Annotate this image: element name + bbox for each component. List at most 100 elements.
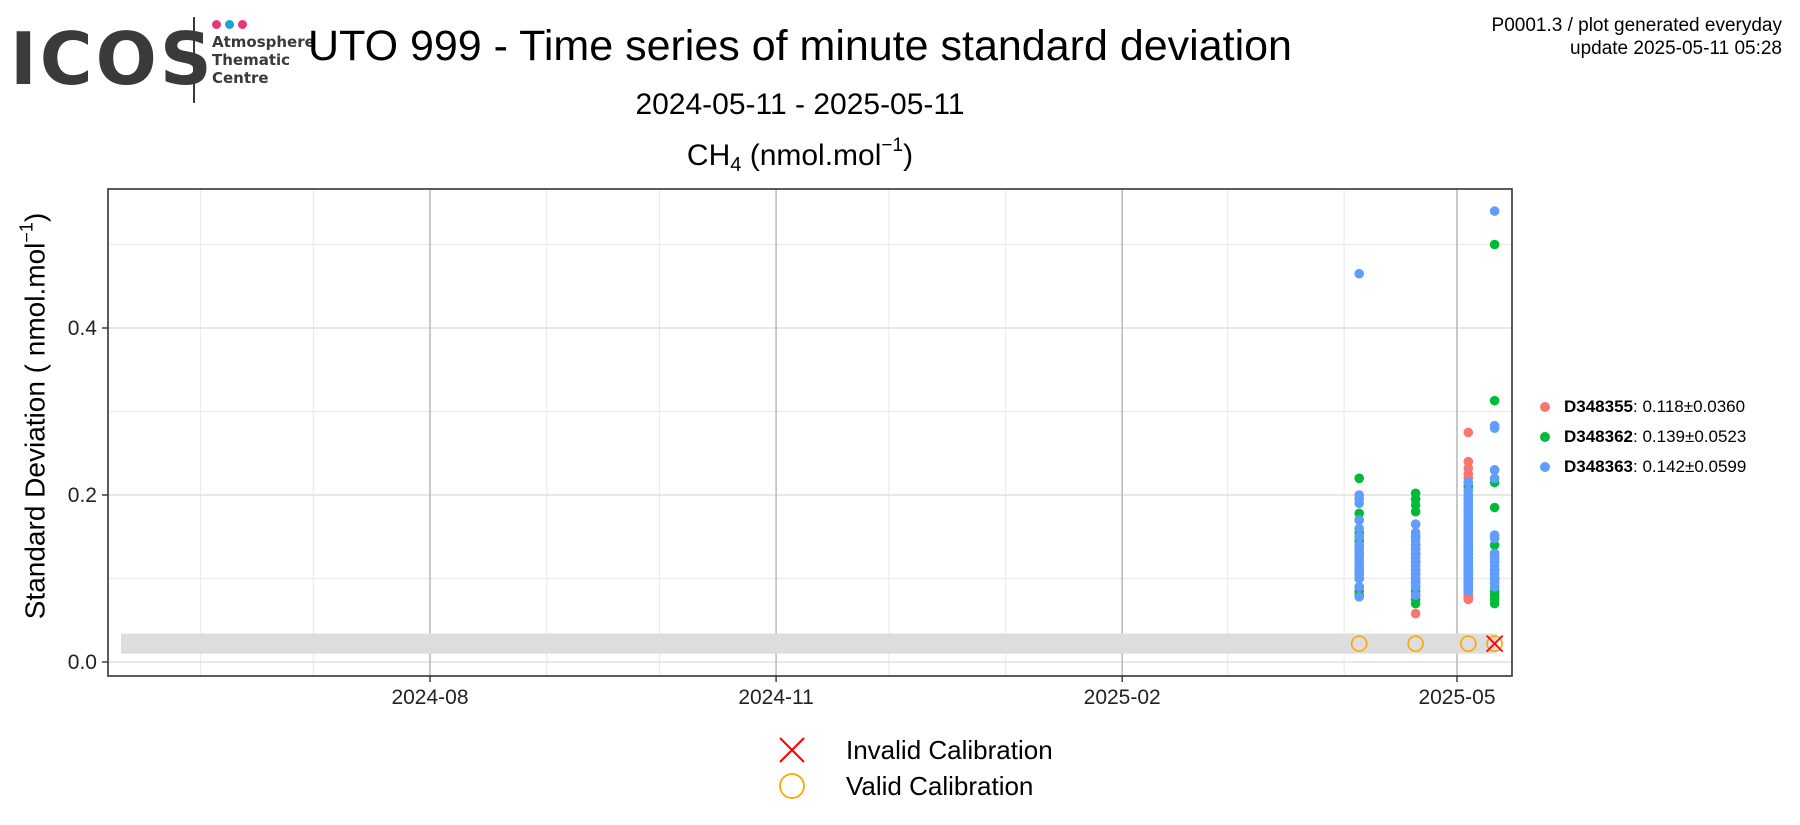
legend-series-stat: : 0.139±0.0523 <box>1633 427 1747 446</box>
legend-series-name: D348362 <box>1564 427 1634 446</box>
series-legend: D348355: 0.118±0.0360 D348362: 0.139±0.0… <box>1540 392 1746 482</box>
legend-label: Valid Calibration <box>846 770 1034 801</box>
data-point <box>1463 557 1474 567</box>
data-point <box>1489 465 1500 475</box>
logo-subtitle: Atmosphere Thematic Centre <box>212 33 315 87</box>
data-point <box>1489 598 1500 609</box>
data-point <box>1354 473 1364 484</box>
panel-title-close: ) <box>903 139 914 172</box>
legend-item-d348355: D348355: 0.118±0.0360 <box>1540 392 1746 422</box>
panel-title-main: CH <box>686 139 731 172</box>
legend-item-d348363: D348363: 0.142±0.0599 <box>1540 452 1746 482</box>
data-point <box>1463 531 1474 542</box>
data-point <box>1410 519 1421 530</box>
logo-line: Centre <box>212 69 269 87</box>
logo-dots <box>212 16 251 29</box>
calibration-markers <box>1350 634 1504 653</box>
data-point <box>1489 395 1500 406</box>
legend-dot <box>1540 432 1550 442</box>
data-point <box>1489 239 1500 250</box>
x-tick-label: 2025-05 <box>1418 686 1495 709</box>
x-tick-label: 2024-11 <box>738 686 814 709</box>
calibration-legend: Invalid Calibration Valid Calibration <box>772 732 1053 804</box>
data-point <box>1410 500 1421 510</box>
data-point <box>1354 268 1364 279</box>
data-point <box>1489 473 1500 484</box>
data-point <box>1463 477 1474 488</box>
data-point <box>1354 515 1364 525</box>
y-tick-label: 0.4 <box>68 317 98 340</box>
data-point <box>1410 598 1421 609</box>
legend-series-name: D348355 <box>1564 397 1634 416</box>
logo-dot <box>225 20 234 29</box>
data-point <box>1410 608 1421 619</box>
legend-series-name: D348363 <box>1564 457 1634 476</box>
data-point <box>1410 582 1421 592</box>
x-tick-label: 2025-02 <box>1084 686 1161 709</box>
data-point <box>1463 456 1474 467</box>
data-point <box>1463 523 1474 534</box>
logo-line: Atmosphere <box>212 33 315 51</box>
data-point <box>1489 533 1500 544</box>
cross-icon <box>772 732 812 768</box>
chart-title: UTO 999 - Time series of minute standard… <box>308 22 1292 70</box>
legend-label: Invalid Calibration <box>846 734 1053 765</box>
data-point <box>1463 540 1474 550</box>
data-point <box>1354 531 1364 542</box>
logo-wordmark: ICOS <box>10 17 215 101</box>
calibration-band <box>121 633 1497 654</box>
panel-title-unit: (nmol.mol <box>741 139 882 172</box>
legend-dot <box>1540 402 1550 412</box>
panel-title-subscript: 4 <box>730 154 742 176</box>
logo-line: Thematic <box>212 51 291 69</box>
data-point <box>1354 592 1364 602</box>
valid-calibration-marker <box>1350 635 1368 652</box>
y-tick-label: 0.2 <box>68 484 97 507</box>
plot-meta: P0001.3 / plot generated everyday update… <box>1492 14 1782 60</box>
data-point <box>1463 565 1474 575</box>
data-point <box>1354 498 1364 509</box>
data-point <box>1489 502 1500 513</box>
data-point <box>1489 423 1500 434</box>
data-point <box>1463 586 1474 596</box>
date-range-subtitle: 2024-05-11 - 2025-05-11 <box>635 88 965 121</box>
data-point <box>1463 494 1474 504</box>
y-tick-label: 0.0 <box>68 651 97 674</box>
plot-panel <box>108 189 1512 676</box>
legend-series-stat: : 0.118±0.0360 <box>1633 397 1746 416</box>
data-point <box>1489 540 1500 550</box>
data-point <box>1463 427 1474 438</box>
valid-calibration-marker <box>1407 635 1424 652</box>
icos-logo: ICOS Atmosphere Thematic Centre <box>10 14 330 104</box>
x-tick-label: 2024-08 <box>391 686 468 709</box>
data-point <box>1354 573 1364 584</box>
data-point <box>1463 506 1474 517</box>
legend-item-invalid-calibration: Invalid Calibration <box>772 732 1053 768</box>
legend-item-valid-calibration: Valid Calibration <box>772 768 1053 804</box>
data-point <box>1463 573 1474 584</box>
valid-calibration-marker <box>1459 635 1477 652</box>
logo-dot <box>212 20 221 29</box>
grid-lines <box>108 189 1512 676</box>
data-points <box>1354 206 1500 619</box>
data-point <box>1354 523 1364 534</box>
data-point <box>1463 548 1474 559</box>
data-point <box>1410 590 1421 600</box>
data-point <box>1354 508 1364 519</box>
panel-title: CH4 (nmol.mol−1) <box>0 135 1700 177</box>
logo-divider <box>193 17 195 103</box>
valid-calibration-marker <box>1486 635 1503 652</box>
legend-dot <box>1540 462 1550 472</box>
circle-icon <box>772 768 812 804</box>
legend-series-stat: : 0.142±0.0599 <box>1633 457 1747 476</box>
plot-border <box>107 188 1513 677</box>
data-point <box>1410 506 1421 517</box>
data-point <box>1354 582 1364 592</box>
panel-title-exponent: −1 <box>881 135 904 156</box>
data-point <box>1463 463 1474 474</box>
meta-generated: P0001.3 / plot generated everyday <box>1491 15 1782 36</box>
axes: 0.0 0.2 0.4 2024-08 2024-11 2025-02 2025-05 <box>68 188 1513 709</box>
data-point <box>1489 206 1500 216</box>
invalid-calibration-marker <box>1485 634 1504 653</box>
